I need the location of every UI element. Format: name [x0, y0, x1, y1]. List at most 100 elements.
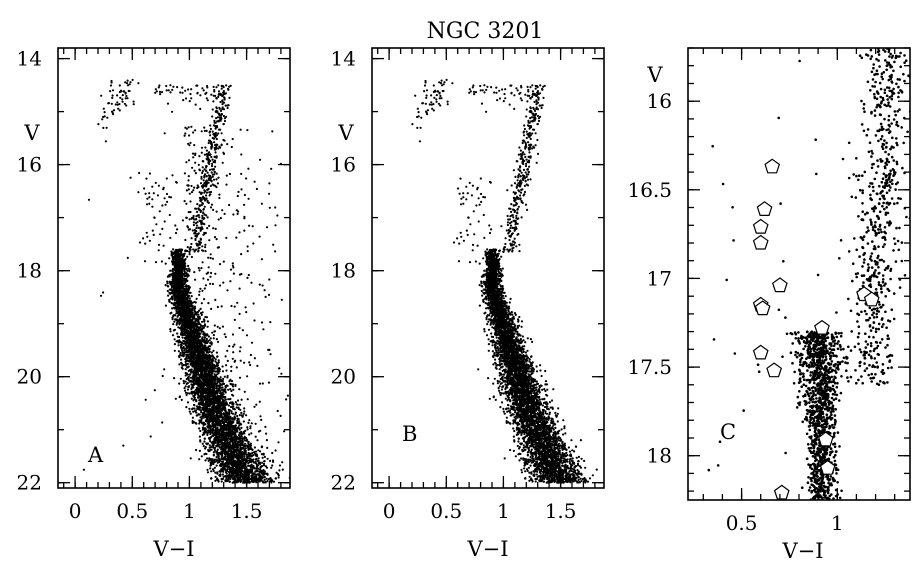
star-point — [195, 344, 199, 347]
star-point — [173, 377, 176, 380]
star-point — [263, 478, 266, 481]
star-point — [242, 412, 245, 415]
star-point — [195, 411, 198, 414]
star-point — [219, 404, 222, 407]
star-point — [204, 446, 207, 449]
star-point — [187, 309, 190, 312]
star-point — [216, 441, 220, 445]
star-point — [192, 399, 195, 402]
star-point — [194, 366, 197, 369]
star-point — [216, 398, 219, 401]
star-point — [195, 342, 199, 345]
star-point — [175, 272, 179, 275]
star-point — [184, 333, 187, 336]
star-point — [202, 375, 205, 379]
star-point — [238, 459, 241, 462]
star-point — [177, 288, 180, 291]
star-point — [257, 449, 260, 452]
star-point — [206, 320, 209, 323]
star-point — [216, 376, 219, 379]
star-point — [263, 460, 266, 463]
star-point — [199, 353, 202, 356]
star-point — [233, 435, 236, 439]
star-point — [196, 334, 199, 337]
star-point — [183, 340, 186, 343]
star-point — [171, 268, 174, 271]
star-point — [169, 330, 172, 333]
star-point — [170, 311, 173, 314]
star-point — [203, 381, 206, 384]
star-point — [229, 453, 233, 456]
star-point — [221, 370, 225, 373]
star-point — [179, 321, 182, 324]
star-point — [205, 384, 208, 387]
star-point — [187, 315, 190, 318]
star-point — [238, 476, 241, 479]
star-point — [262, 464, 266, 467]
star-point — [209, 400, 212, 403]
star-point — [213, 408, 216, 411]
star-point — [178, 395, 181, 398]
star-point — [176, 267, 179, 270]
star-point — [224, 398, 227, 401]
star-point — [192, 328, 195, 331]
star-point — [206, 413, 209, 416]
star-point — [193, 356, 196, 359]
star-point — [205, 406, 208, 409]
star-point — [206, 415, 209, 418]
star-point — [228, 410, 231, 413]
star-point — [241, 440, 244, 443]
star-point — [192, 373, 195, 376]
star-point — [207, 386, 210, 389]
star-point — [193, 351, 196, 354]
star-point — [219, 423, 222, 426]
star-point — [180, 277, 183, 280]
star-point — [182, 382, 185, 385]
star-point — [177, 344, 180, 347]
star-point — [212, 446, 215, 449]
star-point — [172, 323, 175, 326]
star-point — [238, 424, 241, 427]
star-point — [225, 459, 228, 462]
star-point — [193, 393, 196, 397]
star-point — [235, 466, 238, 469]
star-point — [217, 415, 220, 418]
star-point — [176, 310, 179, 314]
star-point — [191, 343, 194, 346]
star-point — [226, 467, 229, 471]
star-point — [214, 471, 217, 474]
star-point — [189, 457, 192, 460]
star-point — [178, 311, 182, 314]
star-point — [178, 274, 181, 277]
star-point — [250, 458, 253, 461]
star-point — [269, 459, 272, 462]
star-point — [199, 332, 202, 335]
star-point — [190, 345, 193, 349]
star-point — [199, 429, 202, 433]
star-point — [222, 475, 225, 478]
star-point — [218, 402, 221, 405]
star-point — [166, 280, 169, 283]
star-point — [190, 315, 193, 318]
star-point — [221, 473, 224, 476]
star-point — [244, 439, 247, 442]
star-point — [266, 480, 269, 483]
star-point — [181, 342, 184, 345]
star-point — [222, 445, 225, 448]
star-point — [191, 416, 194, 419]
star-point — [201, 353, 204, 356]
star-point — [237, 450, 240, 453]
star-point — [168, 298, 171, 302]
star-point — [198, 339, 201, 342]
star-point — [181, 311, 184, 314]
star-point — [232, 473, 235, 477]
star-point — [240, 450, 244, 454]
star-point — [266, 457, 269, 460]
star-point — [185, 393, 188, 396]
star-point — [207, 448, 210, 452]
star-point — [198, 375, 201, 378]
star-point — [195, 346, 199, 349]
star-point — [215, 464, 218, 467]
star-point — [206, 364, 209, 367]
star-point — [180, 347, 183, 350]
